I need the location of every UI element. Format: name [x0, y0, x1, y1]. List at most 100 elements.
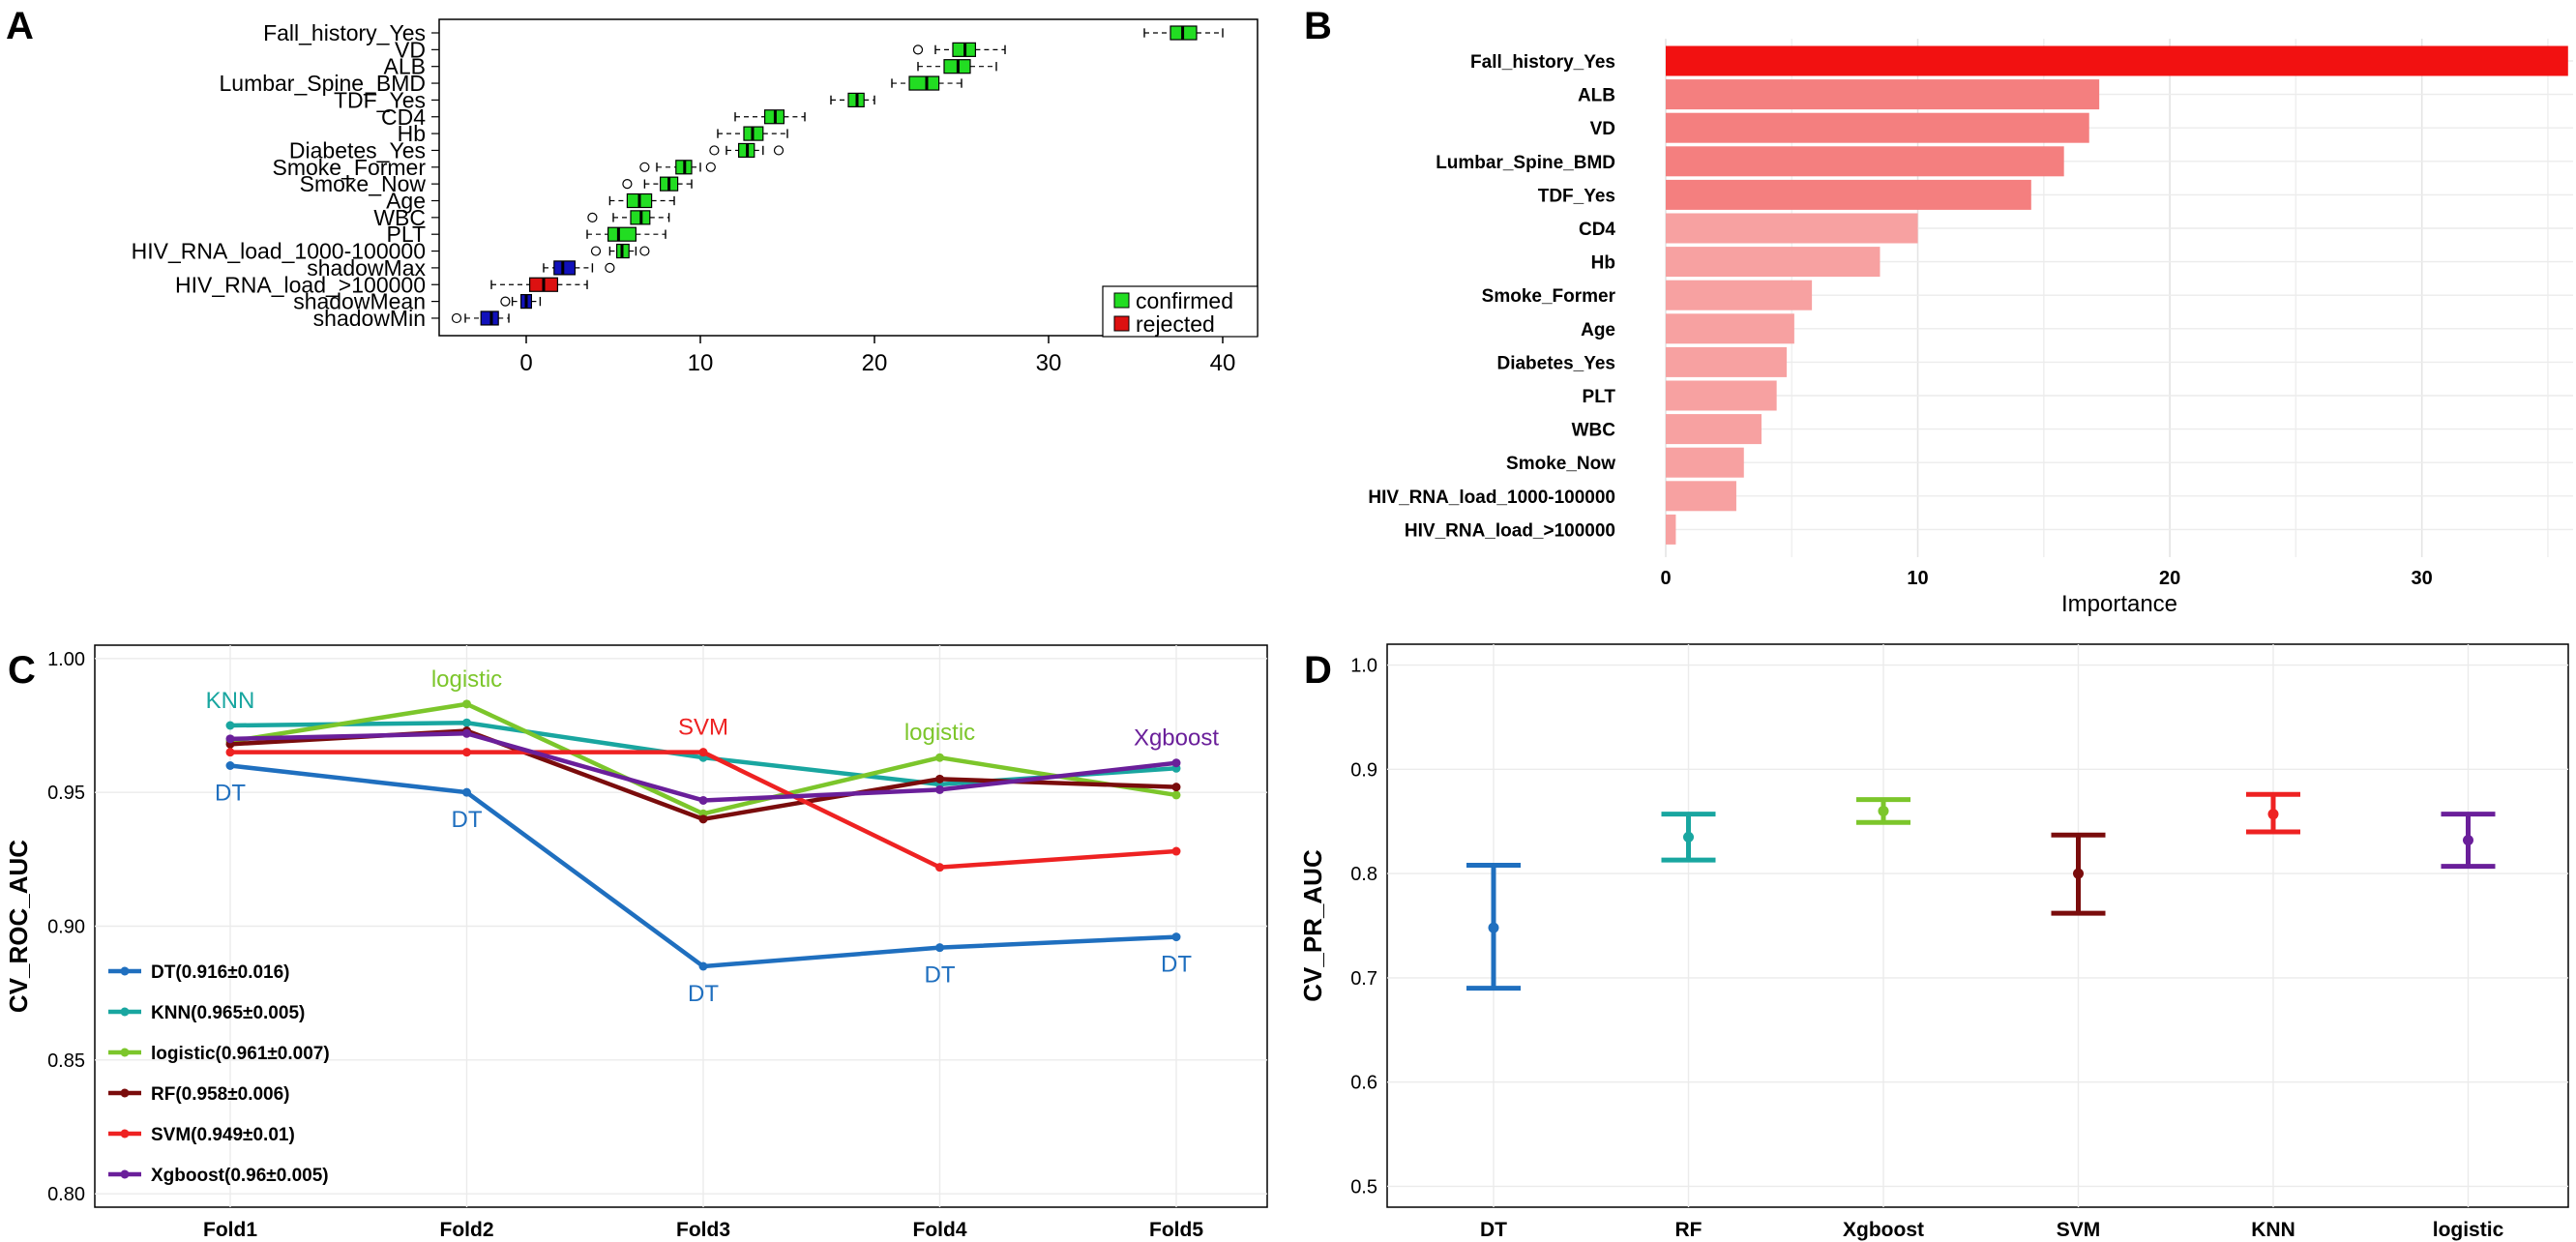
box-confirmed	[908, 75, 940, 91]
y-tick-label: 0.8	[1350, 864, 1377, 885]
bar-category-label: ALB	[1578, 86, 1615, 106]
feature-label: Diabetes_Yes	[289, 137, 426, 163]
annotation-label: DT	[215, 781, 246, 807]
x-tick-label: 0	[1660, 568, 1671, 589]
bar-category-label: Hb	[1591, 253, 1615, 274]
bar-category-label: VD	[1590, 119, 1615, 139]
x-tick-label: KNN	[2251, 1219, 2295, 1241]
data-point-DT	[462, 787, 471, 797]
box-shadow	[480, 310, 499, 326]
legend-label: Xgboost(0.96±0.005)	[151, 1166, 329, 1186]
x-tick-label: 20	[2159, 568, 2180, 589]
data-point-logistic	[1171, 790, 1181, 800]
legend-point	[120, 1007, 130, 1017]
feature-label: WBC	[373, 205, 426, 230]
bar-category-label: Smoke_Former	[1482, 286, 1616, 307]
data-point-DT	[698, 961, 708, 971]
x-tick-label: Fold1	[203, 1219, 257, 1241]
x-tick-label: SVM	[2057, 1219, 2101, 1241]
legend-swatch	[1113, 315, 1130, 332]
y-tick-label: 0.7	[1350, 968, 1377, 990]
legend-label: confirmed	[1136, 288, 1233, 313]
importance-bar	[1666, 179, 2031, 210]
mean-point	[2267, 809, 2279, 820]
panel-label-b: B	[1304, 5, 1332, 47]
legend-point	[120, 1048, 130, 1057]
x-tick-label: DT	[1480, 1219, 1507, 1241]
bar-category-label: TDF_Yes	[1538, 186, 1615, 206]
feature-label: Smoke_Former	[273, 155, 427, 180]
importance-bar	[1666, 514, 1676, 545]
bar-category-label: CD4	[1579, 220, 1615, 240]
mean-point	[1878, 805, 1889, 816]
feature-label: PLT	[387, 222, 426, 247]
y-tick-label: 0.80	[47, 1184, 85, 1205]
importance-bar	[1666, 247, 1880, 278]
outlier-point	[705, 162, 716, 172]
data-point-SVM	[698, 748, 708, 757]
data-point-DT	[935, 943, 944, 953]
legend-label: rejected	[1136, 311, 1215, 337]
panel-c-line-chart: Fold1 Fold2 Fold3 Fold4 Fold5 0.80 0.85 0.90 0.9…	[4, 644, 1268, 1241]
legend-point	[120, 1129, 130, 1138]
importance-bar	[1666, 447, 1744, 478]
panel-a-boxplot: 0 10 20 30 40 Fall_history_YesVDALBLumbar_Spi…	[132, 18, 1258, 376]
panel-label-c: C	[8, 649, 36, 692]
outlier-point	[500, 296, 511, 307]
panel-b-bar-chart: Fall_history_Yes ALB VD Lumbar_Spine_BMD TDF…	[1368, 39, 2573, 617]
legend-label: SVM(0.949±0.01)	[151, 1125, 295, 1145]
bar-category-label: HIV_RNA_load_>100000	[1405, 520, 1615, 541]
annotation-label: logistic	[431, 666, 502, 693]
bar-category-label: Diabetes_Yes	[1496, 353, 1615, 373]
data-point-logistic	[462, 699, 471, 709]
x-tick-label: 10	[1907, 568, 1928, 589]
annotation-label: logistic	[904, 720, 975, 746]
y-tick-label: 0.5	[1350, 1176, 1377, 1198]
outlier-point	[605, 262, 615, 273]
y-tick-label: 1.0	[1350, 656, 1377, 677]
importance-bar	[1666, 346, 1788, 377]
y-axis-title: CV_ROC_AUC	[4, 840, 33, 1013]
data-point-KNN	[462, 718, 471, 727]
x-tick-label: Xgboost	[1843, 1219, 1924, 1241]
data-point-RF	[698, 814, 708, 824]
importance-bar	[1666, 213, 1918, 244]
annotation-label: KNN	[206, 688, 255, 714]
outlier-point	[639, 162, 650, 172]
data-point-KNN	[225, 721, 235, 730]
box-confirmed	[607, 226, 637, 242]
data-point-Xgboost	[935, 784, 944, 794]
x-tick-label: 40	[1210, 350, 1236, 376]
bar-category-label: PLT	[1583, 387, 1616, 407]
feature-label: shadowMax	[307, 255, 426, 281]
bar-category-label: Fall_history_Yes	[1470, 52, 1615, 73]
importance-bar	[1666, 112, 2089, 143]
feature-label: Smoke_Now	[300, 171, 427, 196]
importance-bar	[1666, 313, 1794, 344]
y-tick-label: 0.85	[47, 1050, 85, 1072]
legend-label: logistic(0.961±0.007)	[151, 1044, 330, 1064]
y-tick-label: 0.95	[47, 783, 85, 804]
x-tick-label: RF	[1675, 1219, 1703, 1241]
legend-label: RF(0.958±0.006)	[151, 1084, 290, 1105]
mean-point	[2463, 835, 2473, 846]
outlier-point	[773, 145, 785, 156]
data-point-SVM	[462, 748, 471, 757]
x-tick-label: 20	[862, 350, 888, 376]
feature-label: Hb	[398, 121, 426, 146]
importance-bar	[1666, 481, 1736, 512]
annotation-label: DT	[925, 962, 956, 989]
data-point-Xgboost	[698, 795, 708, 805]
feature-label: shadowMean	[293, 289, 426, 314]
feature-label: Fall_history_Yes	[263, 20, 426, 45]
outlier-point	[912, 44, 924, 55]
importance-bar	[1666, 146, 2064, 177]
importance-bar	[1666, 414, 1762, 445]
mean-point	[1488, 922, 1499, 933]
legend-point	[120, 1169, 130, 1179]
feature-label: HIV_RNA_load_>100000	[175, 272, 426, 297]
data-point-SVM	[1171, 846, 1181, 856]
legend-label: DT(0.916±0.016)	[151, 962, 290, 983]
x-tick-label: 30	[2412, 568, 2433, 589]
